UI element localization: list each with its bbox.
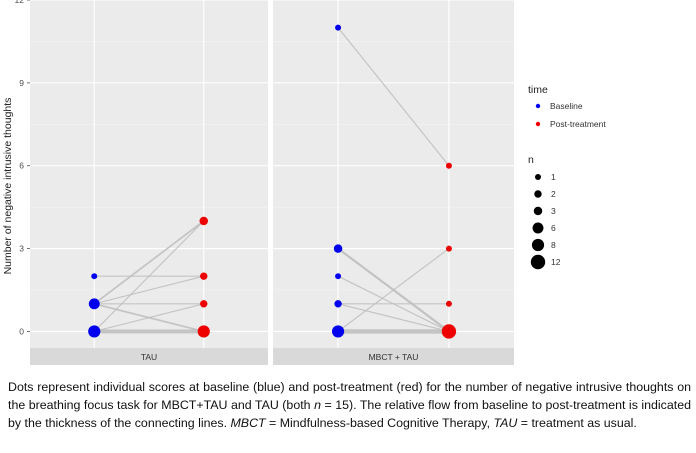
post-treatment-point [200, 300, 208, 308]
baseline-point [91, 273, 98, 280]
legend-n-title: n [528, 154, 534, 166]
legend-n-key [535, 174, 541, 180]
legend-n-label: 3 [551, 206, 556, 216]
y-tick-label: 3 [19, 244, 24, 254]
y-tick-label: 0 [19, 326, 24, 336]
panel-tau: TAU [30, 0, 268, 365]
caption-part-1: Dots represent individual scores at base… [8, 380, 691, 412]
flow-line [337, 275, 450, 332]
legend-time-label: Post-treatment [550, 119, 606, 129]
legend-n-label: 12 [551, 257, 561, 267]
baseline-point [335, 24, 342, 31]
caption-tau-italic: TAU [493, 416, 518, 430]
legend-time-title: time [528, 84, 548, 96]
post-treatment-point [199, 216, 208, 226]
y-tick-labels: 0 3 6 9 12 [15, 0, 30, 336]
legend-n-label: 6 [551, 223, 556, 233]
flow-line [337, 303, 450, 332]
post-treatment-point [445, 245, 452, 252]
flow-line [94, 275, 204, 305]
panel-background [273, 0, 514, 348]
legend-n-key [530, 254, 546, 270]
caption-mbct-italic: MBCT [230, 416, 266, 430]
legend-n-key [534, 190, 542, 198]
legend-n-key [532, 222, 544, 234]
post-treatment-point [445, 162, 452, 169]
caption-part-4: = treatment as usual. [517, 416, 637, 430]
panel-mbct-tau: MBCT + TAU [273, 0, 514, 365]
flow-line [337, 27, 450, 167]
caption-n-italic: n [314, 398, 321, 412]
baseline-point [333, 244, 343, 253]
caption-part-2: = 15). The relative flow from baseline t… [8, 398, 691, 430]
legend-time-key [535, 103, 541, 109]
y-axis-label: Number of negative intrusive thoughts [2, 98, 14, 275]
baseline-point [331, 325, 345, 338]
baseline-point [335, 273, 342, 280]
flow-line [337, 247, 450, 333]
facet-label: TAU [141, 352, 157, 362]
legend-n-key [531, 238, 545, 252]
legend-time-label: Baseline [550, 101, 583, 111]
panel-background [30, 0, 268, 348]
legend-n-key [533, 206, 543, 216]
caption-part-3: = Mindfulness-based Cognitive Therapy, [265, 416, 494, 430]
facet-label: MBCT + TAU [369, 352, 419, 362]
post-treatment-point [441, 324, 457, 339]
post-treatment-point [445, 300, 452, 307]
y-tick-label: 9 [19, 78, 24, 88]
legend-n-label: 1 [551, 172, 556, 182]
y-tick-label: 12 [15, 0, 25, 5]
y-tick-label: 6 [19, 161, 24, 171]
baseline-point [88, 325, 101, 338]
chart: TAU MBCT + TAU Number of negative intrusi… [2, 0, 606, 365]
flow-line [93, 220, 205, 305]
facet-strip [273, 348, 514, 365]
baseline-point [334, 300, 342, 308]
post-treatment-point [200, 272, 208, 280]
legend-time-key [535, 121, 541, 127]
legend-n-label: 2 [551, 189, 556, 199]
facet-strip [30, 348, 268, 365]
post-treatment-point [197, 325, 210, 338]
baseline-point [88, 298, 100, 310]
panels-layer: TAU MBCT + TAU [30, 0, 514, 365]
figure-caption: Dots represent individual scores at base… [8, 378, 691, 432]
legend-n-label: 8 [551, 240, 556, 250]
flow-line [94, 302, 204, 333]
